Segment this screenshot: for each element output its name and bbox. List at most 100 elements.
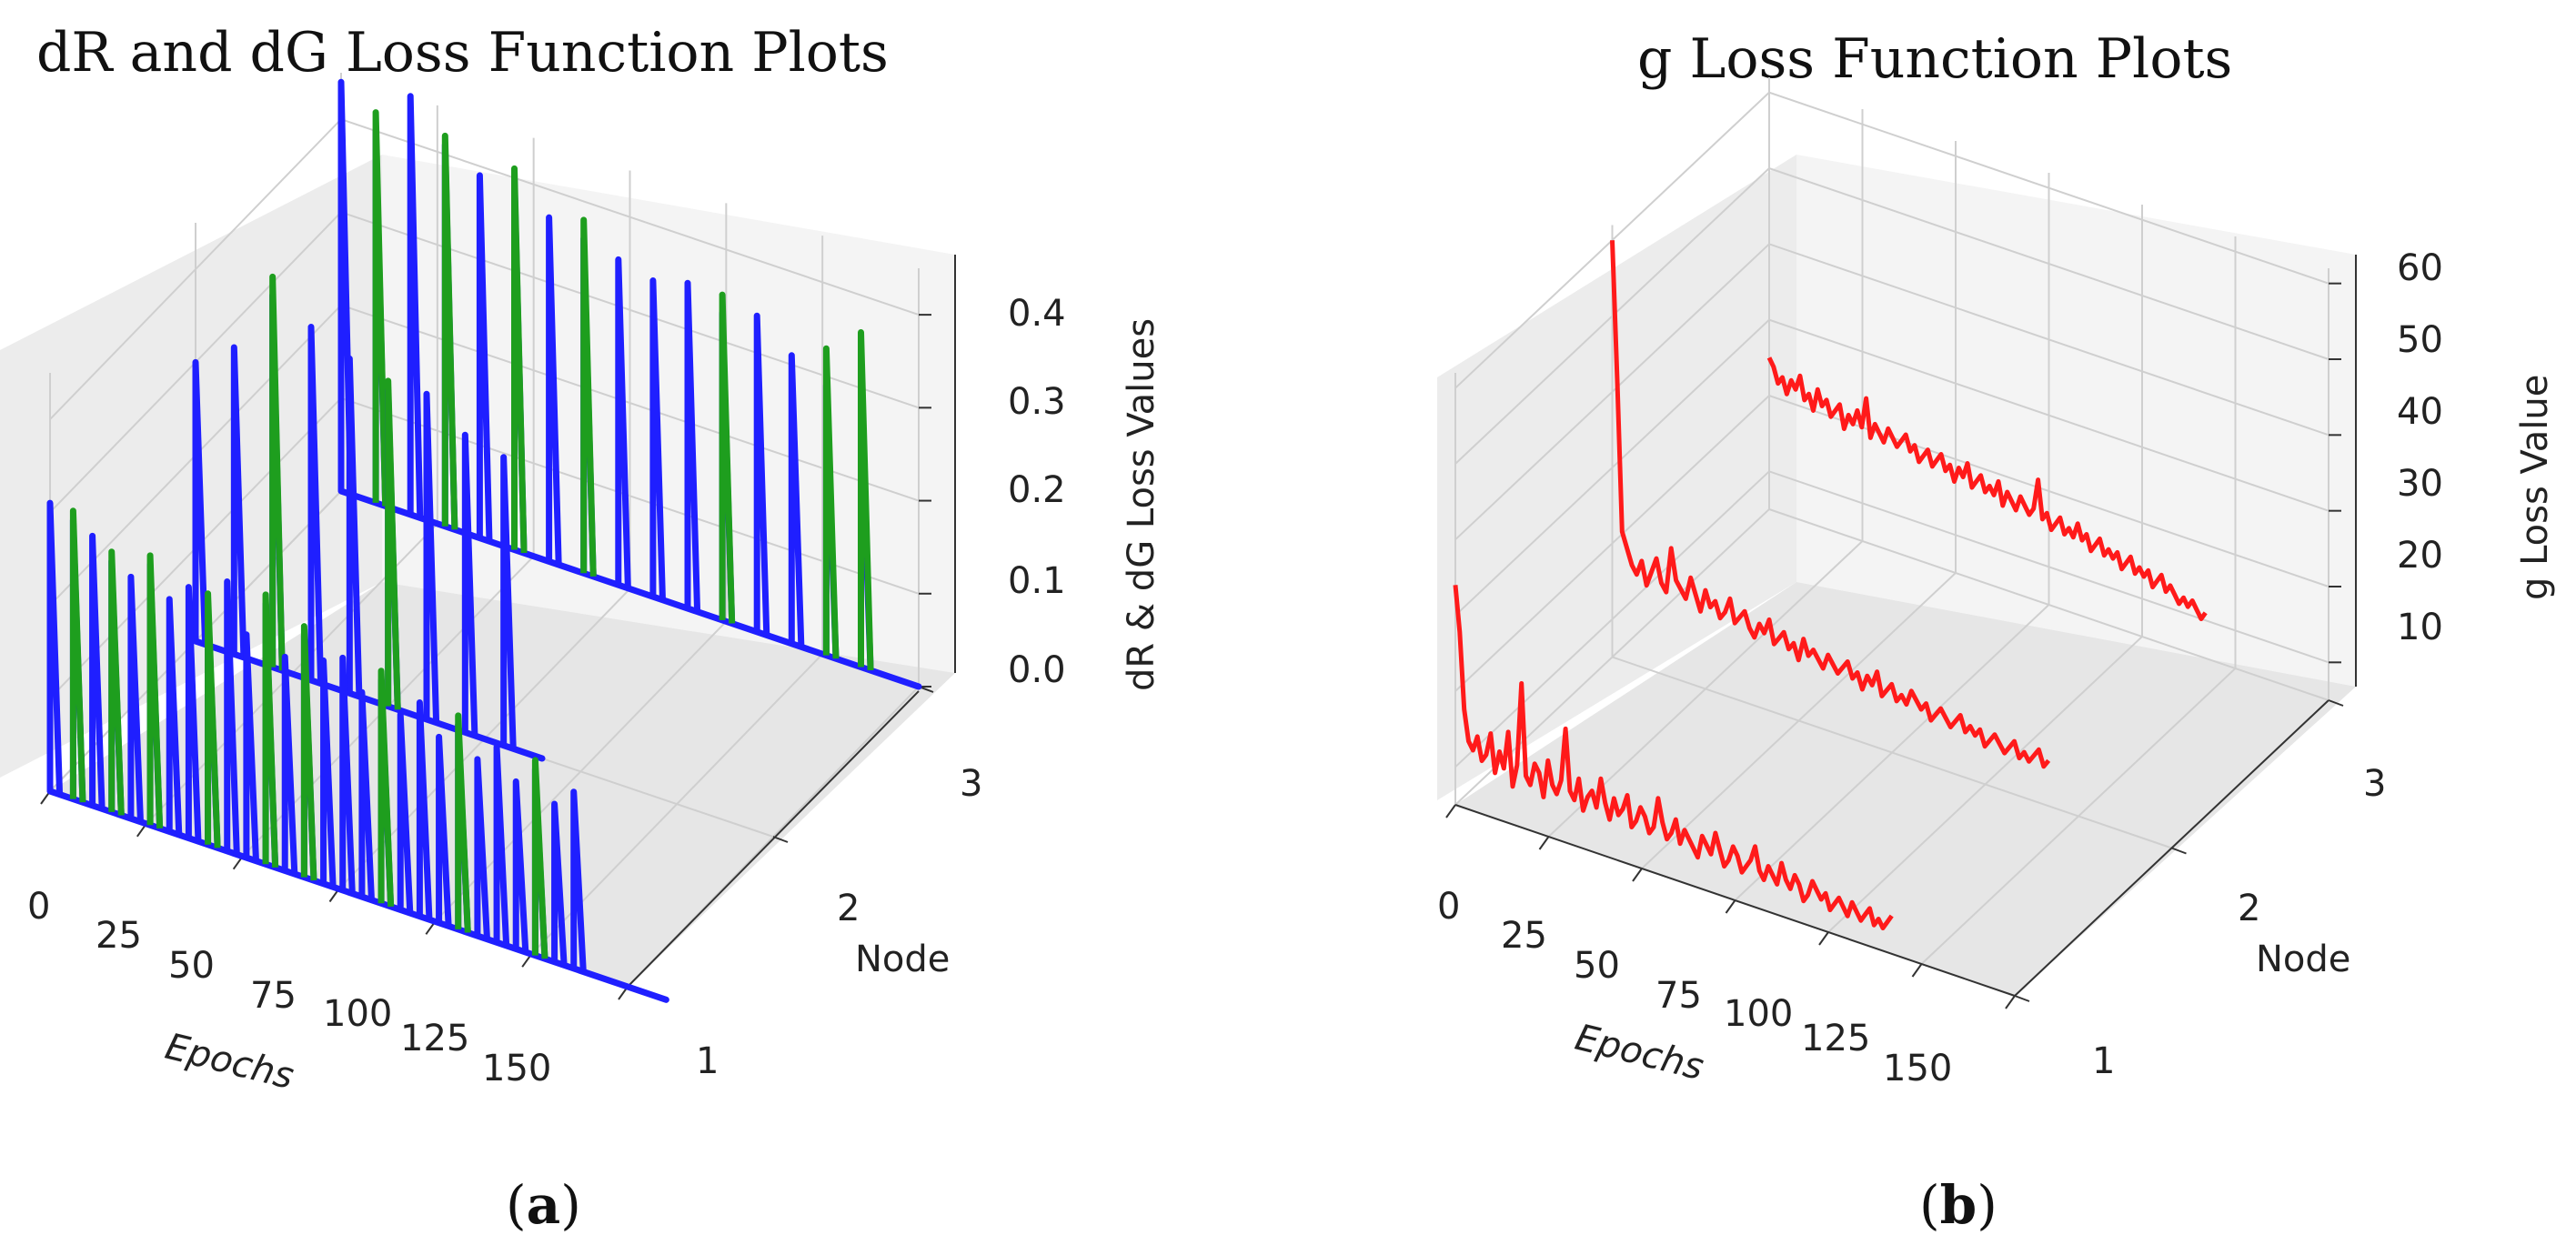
panel-a-ztick-2: 0.2 [1008,469,1066,511]
panel-b-ytick-1: 1 [2092,1040,2115,1082]
panel-b-title: g Loss Function Plots [1637,27,2232,91]
panel-b-floor-pane [1455,582,2356,996]
panel-b-grid-y-1 [1611,225,2172,849]
panel-a-z-tick-labels: 0.0 0.1 0.2 0.3 0.4 [1008,293,1066,691]
panel-b-xtick-25: 25 [1501,915,1547,957]
panel-b-y-tick-labels: 1 2 3 [2092,763,2386,1082]
panel-a-dr-loss-node-1-spike-20 [436,733,452,927]
panel-a-dg-loss-node-1-spike-3 [205,590,221,848]
panel-b-x-tick-labels: 0 25 50 75 100 125 150 [1437,886,1952,1089]
panel-b-ytick-mark-1 [2171,847,2187,855]
panel-a-dr-loss-node-1-spike-16 [358,688,375,900]
panel-a-dg-loss-node-1-spike-0 [69,507,86,803]
panel-b-grid-y-2 [1768,77,2329,701]
panel-a-y-tick-labels: 1 2 3 [696,763,982,1082]
panel-a-dg-loss-node-3-spike-1 [441,132,458,530]
panel-b-xtick-mark-0 [1445,804,1456,818]
panel-b-ytick-mark-0 [2014,995,2030,1002]
panel-a-dr-loss-node-2-spike-3 [307,324,325,684]
panel-a-xtick-50: 50 [168,945,215,987]
panel-a-dg-loss-node-3-spike-2 [511,165,528,554]
panel-b-grid-z-1 [1454,394,2329,692]
panel-a-dr-loss-node-2-spike-7 [461,431,478,737]
panel-a-dr-loss-node-1-spike-27 [570,788,587,972]
panel-b-caption: (b) [1919,1174,1997,1236]
panel-a-ytick-1: 1 [696,1040,719,1082]
panel-b-z-label: g Loss Value [2514,375,2556,600]
panel-b-x-label: Epochs [1571,1017,1707,1089]
panel-b-xtick-mark-3 [1725,899,1736,914]
panel-b-ytick-mark-2 [2328,699,2344,707]
panel-a-dr-loss-node-1-spike-0 [46,499,64,795]
panel-b-tick-marks [1445,282,2344,1009]
panel-b-ytick-2: 2 [2238,888,2260,929]
panel-b-left-pane [1437,155,1796,800]
panel-b-ztick-60: 60 [2397,247,2443,289]
panel-a-dg-loss-node-3-spike-4 [719,291,736,624]
panel-a-dr-loss-node-3-spike-9 [649,277,666,600]
panel-b-ztick-20: 20 [2397,535,2443,577]
panel-b-grid-z-2 [1454,318,2329,617]
panel-a-baseline-node-3 [337,487,922,690]
panel-a-dg-loss-node-1-spike-7 [455,712,471,933]
panel-a-dr-loss-node-2-spike-0 [192,358,209,645]
panel-a-dg-loss-node-1-spike-8 [531,757,548,959]
panel-b-back-pane [1796,155,2356,687]
panel-a-dr-loss-node-3-spike-6 [546,214,562,566]
panel-b-z-tick-labels: 10 20 30 40 50 60 [2397,247,2443,648]
panel-a-dr-loss-node-2-spike-6 [423,390,440,723]
panel-a-xtick-75: 75 [250,975,297,1017]
panel-a-dg-loss-node-2-spike-1 [385,377,401,710]
panel-a-ztick-1: 0.1 [1008,560,1066,602]
panel-a-dr-loss-node-1-spike-7 [185,584,202,842]
panel-a-dr-loss-node-2-spike-4 [346,355,363,698]
panel-a-dg-loss-node-1-spike-1 [108,548,125,816]
panel-a-dr-loss-node-3-spike-10 [684,279,701,612]
panel-a-ztick-3: 0.3 [1008,381,1066,423]
panel-a-dr-loss-node-3-spike-13 [788,352,805,648]
panel-a-dr-loss-node-1-spike-22 [474,756,490,939]
panel-b-y-label: Node [2256,939,2350,980]
panel-a-dr-loss-node-1-spike-6 [166,596,183,836]
panel-a-title: dR and dG Loss Function Plots [36,21,889,85]
panel-a: dR and dG Loss Function Plots 0 25 50 75… [0,21,1162,1236]
panel-a-dg-loss-node-3-spike-0 [372,109,389,507]
panel-b-g-loss-line-node-3 [1766,356,2208,621]
panel-a-dg-loss-node-3-spike-3 [580,216,597,577]
panel-b-grid-z-5 [1454,91,2329,389]
panel-a-ytick-mark-1 [772,836,789,843]
panel-b-xtick-150: 150 [1883,1048,1952,1089]
panel-b-panes [1437,77,2356,997]
panel-a-x-label: Epochs [161,1026,297,1098]
panel-b-ztick-50: 50 [2397,319,2443,361]
panel-a-dr-loss-node-2-spike-8 [500,454,517,749]
panel-a-data-lines [46,78,922,1003]
panel-b-ztick-40: 40 [2397,391,2443,433]
panel-b-xtick-mark-4 [1818,931,1829,946]
panel-a-dr-loss-node-1-spike-15 [339,654,356,894]
panel-b-xtick-mark-2 [1632,868,1643,882]
panel-a-ytick-3: 3 [960,763,982,805]
panel-a-dg-loss-node-1-spike-2 [146,552,164,828]
panel-b-ztick-30: 30 [2397,463,2443,505]
panel-b-grid-z-3 [1454,243,2329,541]
panel-b-xtick-100: 100 [1724,993,1793,1035]
panel-a-ytick-2: 2 [837,888,860,929]
panel-a-dg-loss-node-3-spike-5 [822,345,840,659]
panel-b-xtick-mark-6 [2005,995,2016,1009]
panel-a-xtick-100: 100 [323,993,392,1035]
panel-b-grid-z-0 [1454,470,2329,768]
panel-a-dr-loss-node-3-spike-8 [615,256,631,588]
panel-a-y-label: Node [855,939,950,980]
panel-a-z-label: dR & dG Loss Values [1121,318,1162,691]
panel-a-dr-loss-node-1-spike-26 [551,800,568,966]
panel-b-xtick-mark-5 [1911,963,1923,978]
panel-a-xtick-125: 125 [400,1018,469,1059]
panel-a-dr-loss-node-2-spike-1 [230,344,247,658]
panel-b-xtick-125: 125 [1801,1018,1870,1059]
panel-a-floor-pane [50,582,955,987]
panel-a-x-tick-labels: 0 25 50 75 100 125 150 [27,886,551,1089]
panel-b-data-lines [1453,240,2208,930]
panel-a-xtick-0: 0 [27,886,50,928]
